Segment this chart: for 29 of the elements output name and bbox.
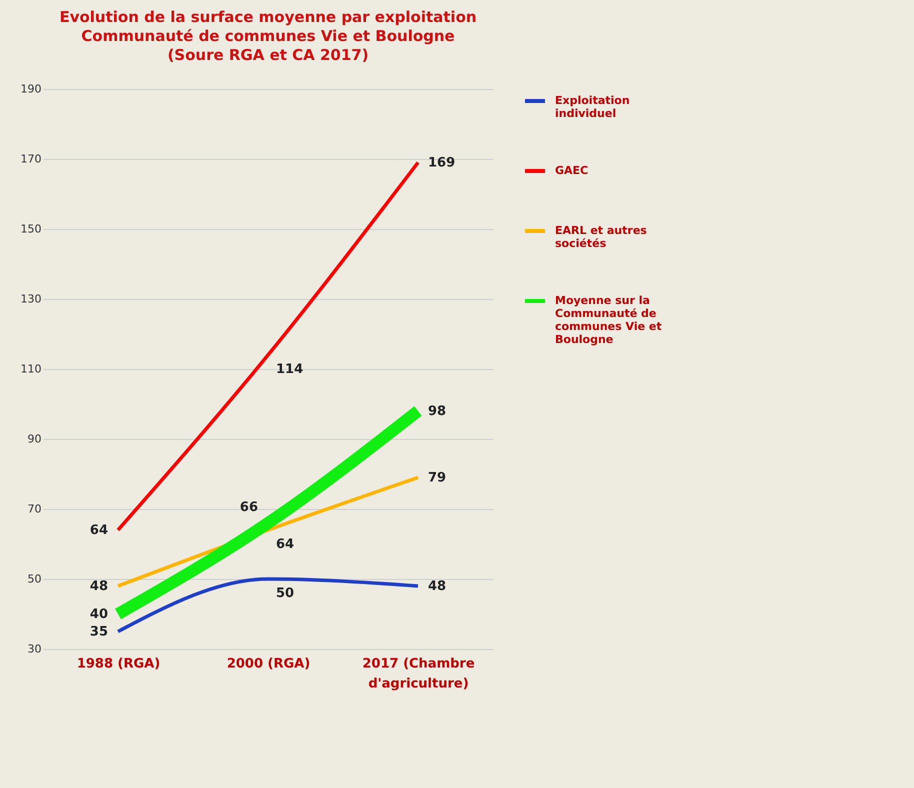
legend-label: Exploitation individuel <box>555 94 630 120</box>
data-label: 48 <box>428 579 446 594</box>
y-tick-label: 130 <box>20 292 42 306</box>
y-tick-label: 30 <box>28 642 42 656</box>
x-tick-label: 2000 (RGA) <box>226 656 310 672</box>
y-tick-label: 50 <box>28 572 42 586</box>
legend-label: Moyenne sur la Communauté de communes Vie et Boulogne <box>555 294 662 346</box>
data-label: 40 <box>90 607 108 622</box>
y-tick-label: 190 <box>20 82 42 96</box>
data-label: 114 <box>276 362 304 377</box>
data-label: 48 <box>90 579 108 594</box>
chart-title: Evolution de la surface moyenne par exploitation Communauté de communes Vie et Boulogne (Soure RGA et CA 2017) <box>59 8 477 64</box>
data-label: 79 <box>428 470 446 486</box>
x-tick-label: 2017 (Chambre d'agriculture) <box>362 656 475 692</box>
data-label: 169 <box>428 156 456 170</box>
x-tick-label: 1988 (RGA) <box>76 656 160 672</box>
legend-label: GAEC <box>555 164 588 177</box>
legend-label: EARL et autres sociétés <box>555 224 648 250</box>
data-label: 64 <box>90 523 108 538</box>
data-label: 98 <box>428 404 446 419</box>
y-tick-label: 110 <box>20 362 42 376</box>
data-label: 50 <box>276 586 294 601</box>
data-label: 35 <box>90 624 108 640</box>
y-tick-label: 170 <box>20 152 42 166</box>
y-tick-label: 70 <box>28 502 42 516</box>
data-label: 66 <box>240 500 258 515</box>
y-tick-label: 150 <box>20 222 42 236</box>
y-tick-label: 90 <box>28 432 42 446</box>
data-label: 64 <box>276 537 294 552</box>
